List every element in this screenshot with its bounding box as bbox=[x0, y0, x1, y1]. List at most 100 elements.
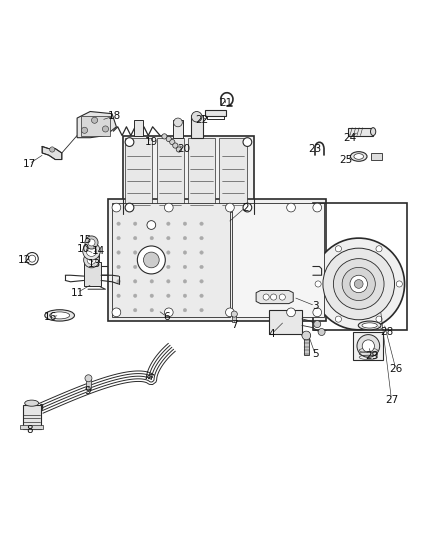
Bar bbox=[232, 203, 324, 317]
Text: 19: 19 bbox=[145, 137, 158, 147]
Ellipse shape bbox=[371, 128, 376, 135]
Circle shape bbox=[315, 281, 321, 287]
Text: 25: 25 bbox=[339, 155, 352, 165]
Circle shape bbox=[336, 246, 342, 252]
Bar bbox=[22, 405, 41, 429]
Circle shape bbox=[243, 138, 252, 147]
Text: 2: 2 bbox=[242, 203, 248, 213]
Circle shape bbox=[183, 251, 187, 254]
Circle shape bbox=[271, 294, 277, 300]
Circle shape bbox=[313, 308, 321, 317]
Circle shape bbox=[125, 138, 134, 147]
Circle shape bbox=[134, 236, 137, 240]
Circle shape bbox=[362, 340, 374, 352]
Ellipse shape bbox=[354, 154, 364, 159]
Bar bbox=[269, 310, 302, 334]
Circle shape bbox=[183, 309, 187, 312]
Circle shape bbox=[183, 236, 187, 240]
Text: 14: 14 bbox=[92, 246, 106, 256]
Circle shape bbox=[144, 252, 159, 268]
Bar bbox=[371, 153, 382, 159]
Circle shape bbox=[183, 222, 187, 225]
Circle shape bbox=[313, 203, 321, 212]
Circle shape bbox=[112, 203, 121, 212]
Circle shape bbox=[279, 294, 286, 300]
Circle shape bbox=[323, 248, 395, 320]
Circle shape bbox=[86, 246, 97, 256]
Bar bbox=[20, 425, 43, 429]
Circle shape bbox=[376, 316, 382, 322]
Circle shape bbox=[164, 308, 173, 317]
Text: 13: 13 bbox=[88, 260, 101, 269]
Text: 28: 28 bbox=[381, 327, 394, 337]
Bar bbox=[156, 138, 184, 212]
Bar bbox=[81, 116, 110, 135]
Bar bbox=[353, 332, 383, 360]
Circle shape bbox=[150, 236, 153, 240]
Circle shape bbox=[138, 246, 165, 274]
Text: 4: 4 bbox=[268, 329, 275, 339]
Circle shape bbox=[357, 335, 380, 357]
Circle shape bbox=[147, 221, 155, 229]
Bar bbox=[173, 120, 183, 138]
Bar bbox=[86, 379, 91, 389]
Ellipse shape bbox=[45, 310, 74, 321]
Circle shape bbox=[85, 375, 92, 382]
Circle shape bbox=[117, 251, 120, 254]
Circle shape bbox=[226, 308, 234, 317]
Circle shape bbox=[166, 136, 171, 142]
Circle shape bbox=[263, 294, 269, 300]
Text: 3: 3 bbox=[312, 301, 318, 311]
Polygon shape bbox=[42, 147, 62, 159]
Text: 29: 29 bbox=[365, 351, 378, 361]
Circle shape bbox=[112, 308, 121, 317]
Circle shape bbox=[92, 117, 98, 123]
Circle shape bbox=[183, 280, 187, 283]
Circle shape bbox=[102, 126, 109, 132]
Bar bbox=[219, 138, 247, 212]
Polygon shape bbox=[77, 111, 117, 138]
Text: 16: 16 bbox=[44, 312, 57, 322]
Circle shape bbox=[200, 280, 203, 283]
Circle shape bbox=[342, 268, 375, 301]
Circle shape bbox=[88, 239, 95, 246]
Circle shape bbox=[333, 259, 384, 309]
Circle shape bbox=[191, 111, 202, 122]
Circle shape bbox=[302, 331, 311, 340]
Circle shape bbox=[336, 316, 342, 322]
Circle shape bbox=[134, 309, 137, 312]
Circle shape bbox=[173, 143, 178, 148]
Circle shape bbox=[287, 308, 295, 317]
Text: 15: 15 bbox=[79, 235, 92, 245]
Circle shape bbox=[200, 294, 203, 297]
Circle shape bbox=[134, 294, 137, 297]
Text: 20: 20 bbox=[177, 143, 191, 154]
Bar bbox=[205, 110, 226, 116]
Text: 26: 26 bbox=[389, 364, 403, 374]
Bar bbox=[188, 138, 215, 212]
Circle shape bbox=[166, 280, 170, 283]
Circle shape bbox=[200, 236, 203, 240]
Circle shape bbox=[150, 222, 153, 225]
Circle shape bbox=[117, 222, 120, 225]
Bar bbox=[313, 203, 407, 330]
Text: 8: 8 bbox=[26, 425, 32, 435]
Circle shape bbox=[134, 222, 137, 225]
Bar bbox=[134, 120, 144, 135]
Circle shape bbox=[287, 203, 295, 212]
Text: 27: 27 bbox=[385, 394, 398, 405]
Circle shape bbox=[173, 118, 182, 127]
Circle shape bbox=[150, 294, 153, 297]
Text: 12: 12 bbox=[18, 255, 32, 265]
Circle shape bbox=[81, 127, 88, 133]
Ellipse shape bbox=[358, 321, 381, 330]
Circle shape bbox=[183, 294, 187, 297]
Bar bbox=[348, 128, 373, 135]
Circle shape bbox=[150, 265, 153, 269]
Circle shape bbox=[200, 265, 203, 269]
Circle shape bbox=[117, 309, 120, 312]
Circle shape bbox=[85, 236, 98, 249]
Circle shape bbox=[166, 294, 170, 297]
Circle shape bbox=[134, 265, 137, 269]
Circle shape bbox=[166, 309, 170, 312]
